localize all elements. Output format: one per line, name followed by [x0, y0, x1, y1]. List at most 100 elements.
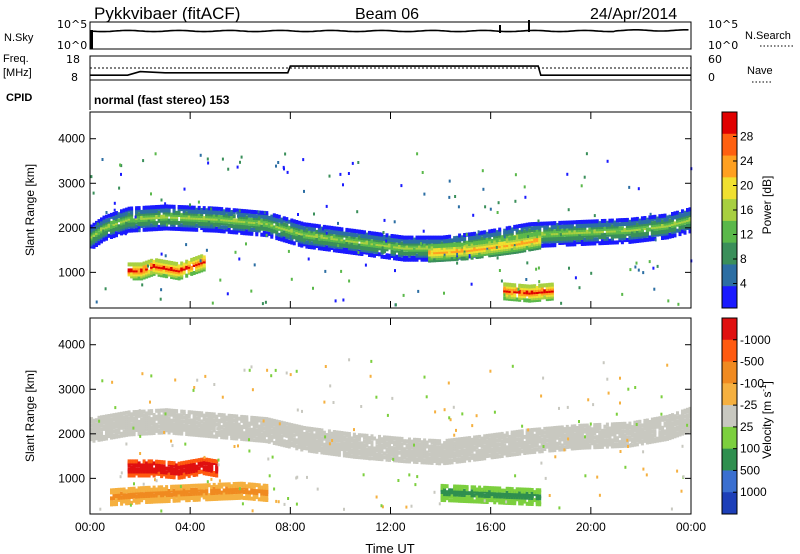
data-cell — [497, 201, 500, 205]
data-cell — [677, 302, 680, 306]
data-cell — [160, 288, 163, 292]
data-cell — [140, 218, 144, 222]
data-cell — [345, 451, 349, 456]
data-cell — [217, 418, 221, 423]
data-cell — [237, 214, 239, 218]
data-cell — [440, 243, 444, 248]
data-cell — [513, 452, 517, 457]
data-cell — [520, 449, 524, 454]
data-cell — [435, 445, 439, 450]
data-cell — [472, 213, 475, 217]
data-cell — [525, 290, 529, 295]
data-cell — [456, 261, 459, 265]
data-cell — [135, 424, 139, 428]
data-cell — [649, 212, 652, 216]
data-cell — [606, 159, 609, 163]
data-cell — [484, 205, 487, 209]
data-cell — [375, 444, 379, 449]
data-cell — [245, 209, 249, 214]
data-cell — [220, 413, 224, 418]
data-cell — [207, 161, 210, 165]
data-cell — [242, 431, 246, 436]
data-cell — [663, 215, 667, 220]
data-cell — [357, 229, 361, 234]
data-cell — [122, 429, 126, 434]
data-cell — [337, 226, 341, 231]
data-cell — [378, 441, 381, 445]
data-cell — [463, 436, 467, 441]
data-cell — [130, 206, 134, 211]
freq-tick-bottom: 8 — [71, 71, 78, 84]
data-cell — [443, 253, 447, 258]
data-cell — [410, 247, 414, 252]
data-cell — [127, 212, 131, 217]
data-cell — [307, 226, 311, 231]
data-cell — [195, 207, 199, 212]
data-cell — [242, 225, 246, 230]
data-cell — [312, 427, 316, 432]
data-cell — [287, 239, 291, 244]
data-cell — [182, 409, 186, 414]
data-cell — [300, 229, 304, 234]
data-cell — [518, 289, 522, 294]
data-cell — [210, 207, 213, 211]
data-cell — [255, 222, 259, 227]
data-cell — [95, 224, 98, 229]
data-cell — [282, 439, 286, 444]
data-cell — [347, 436, 351, 441]
data-cell — [351, 161, 354, 165]
data-cell — [295, 220, 299, 224]
data-cell — [252, 214, 256, 218]
data-cell — [160, 267, 164, 272]
data-cell — [668, 218, 672, 223]
data-cell — [115, 223, 118, 228]
data-cell — [275, 437, 279, 442]
data-cell — [495, 245, 498, 249]
data-cell — [172, 204, 176, 209]
data-cell — [530, 243, 534, 247]
data-cell — [383, 451, 386, 456]
data-cell — [615, 230, 619, 235]
data-cell — [595, 237, 599, 242]
data-cell — [202, 206, 206, 211]
data-cell — [267, 231, 271, 236]
data-cell — [337, 235, 341, 239]
freq-panel: Freq. [MHz] 18 8 60 0 Nave — [3, 53, 773, 84]
data-cell — [112, 429, 116, 434]
data-cell — [302, 432, 306, 436]
data-cell — [415, 235, 419, 240]
data-cell — [590, 271, 593, 275]
data-cell — [205, 417, 209, 422]
data-cell — [470, 453, 474, 458]
data-cell — [102, 434, 106, 439]
data-cell — [324, 269, 327, 273]
data-cell — [603, 218, 607, 223]
data-cell — [145, 431, 149, 436]
beam-title: Beam 06 — [355, 6, 419, 23]
data-cell — [142, 159, 145, 163]
data-cell — [543, 283, 547, 288]
data-cell — [629, 268, 632, 272]
colorbar-tick-label: 20 — [740, 179, 754, 193]
data-cell — [162, 269, 166, 274]
data-cell — [325, 433, 329, 437]
data-cell — [207, 206, 211, 211]
data-cell — [182, 419, 186, 424]
data-cell — [458, 237, 462, 242]
data-cell — [470, 243, 474, 248]
data-cell — [112, 212, 116, 216]
data-cell — [538, 280, 541, 284]
data-cell — [528, 233, 532, 238]
data-cell — [130, 422, 134, 427]
data-cell — [543, 295, 547, 300]
data-cell — [190, 257, 194, 262]
data-cell — [473, 241, 477, 246]
data-cell — [453, 243, 457, 247]
data-cell — [345, 437, 349, 442]
data-cell — [199, 259, 202, 263]
data-cell — [630, 221, 634, 226]
data-cell — [132, 218, 136, 223]
data-cell — [395, 436, 399, 441]
data-cell — [525, 239, 529, 244]
data-cell — [195, 227, 199, 232]
